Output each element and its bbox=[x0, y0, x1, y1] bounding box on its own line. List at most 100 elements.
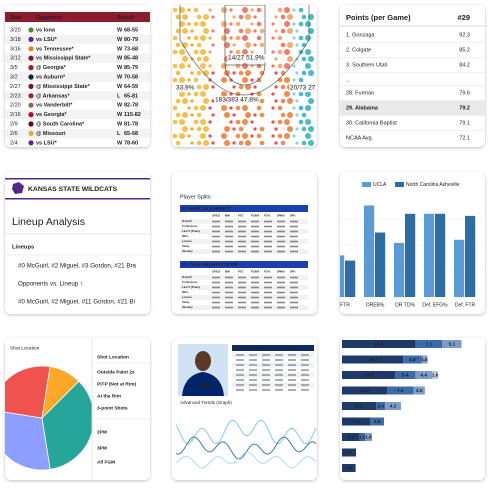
row-label: Losses bbox=[182, 295, 192, 299]
shot-dot bbox=[172, 49, 178, 55]
cell-placeholder bbox=[264, 301, 272, 304]
cell-placeholder bbox=[251, 276, 259, 279]
legend-label: North Carolina Asheville bbox=[406, 182, 460, 188]
cell-placeholder bbox=[236, 369, 244, 371]
result: W bbox=[117, 74, 123, 80]
cell-placeholder bbox=[212, 281, 220, 284]
shot-dot bbox=[238, 140, 244, 146]
shot-dot bbox=[295, 43, 299, 47]
bar bbox=[340, 255, 345, 297]
cell-placeholder bbox=[288, 374, 296, 376]
cell-placeholder bbox=[290, 306, 298, 309]
shot-dot bbox=[187, 8, 191, 12]
shot-dot bbox=[190, 141, 194, 145]
shot-dot bbox=[295, 29, 299, 33]
team: 2. Colgate bbox=[346, 47, 371, 53]
score: 73-68 bbox=[124, 46, 138, 52]
cell-placeholder bbox=[251, 301, 259, 304]
shot-dot bbox=[301, 126, 307, 132]
bar bbox=[465, 215, 476, 297]
shot-dot bbox=[196, 140, 202, 146]
shot-dot bbox=[256, 7, 262, 13]
value: 79.6 bbox=[459, 90, 470, 96]
jersey-text: DUKE bbox=[194, 384, 211, 390]
cell-placeholder bbox=[275, 369, 283, 371]
shot-dot bbox=[172, 133, 178, 139]
brand-bar-bottom bbox=[5, 198, 150, 200]
cell-placeholder bbox=[225, 225, 233, 228]
shot-dot bbox=[274, 15, 278, 19]
shot-dot bbox=[292, 8, 296, 12]
team: NCAA Avg. bbox=[346, 135, 374, 141]
shot-dot bbox=[221, 91, 227, 97]
cell-placeholder bbox=[264, 240, 272, 243]
bar-label: 2.4 bbox=[377, 404, 384, 410]
value: 72.1 bbox=[459, 135, 470, 141]
shot-dot bbox=[221, 77, 227, 83]
shot-dot bbox=[250, 134, 254, 138]
team-logo bbox=[28, 93, 34, 99]
court-lines bbox=[179, 5, 310, 96]
shot-dot bbox=[196, 14, 202, 20]
shot-dot bbox=[196, 112, 202, 118]
cell-placeholder bbox=[275, 384, 283, 386]
ranking-title: Points (per Game) bbox=[346, 13, 411, 22]
cell-placeholder bbox=[301, 364, 309, 366]
shot-dot bbox=[305, 35, 311, 41]
shot-dot bbox=[229, 8, 233, 12]
cell-placeholder bbox=[290, 286, 298, 289]
shot-dot bbox=[175, 98, 181, 104]
cell-placeholder bbox=[238, 286, 246, 289]
cell-placeholder bbox=[277, 301, 285, 304]
date: 2/16 bbox=[10, 112, 21, 118]
shot-dot bbox=[172, 35, 178, 41]
shot-dot bbox=[277, 133, 283, 139]
opponent: @ South Carolina* bbox=[36, 121, 85, 127]
result: W bbox=[117, 84, 123, 90]
shot-dot bbox=[274, 99, 278, 103]
shot-dot bbox=[179, 77, 185, 83]
cell-placeholder bbox=[212, 291, 220, 294]
shot-dot bbox=[271, 64, 275, 68]
tile: 19.4 7.1 5.1 16.2 4.8 1.6 14.0 5.4 4.4 1.6 11.9 7.0… bbox=[342, 340, 462, 472]
cell-placeholder bbox=[212, 306, 220, 309]
row-label: Wins bbox=[182, 234, 189, 238]
shot-dot bbox=[211, 71, 215, 75]
free-throw-arc bbox=[224, 64, 266, 86]
opponent: @ Mississippi State* bbox=[36, 84, 91, 90]
bar-label: 16.2 bbox=[368, 357, 378, 363]
bar-segment bbox=[415, 340, 443, 348]
shot-dot bbox=[253, 113, 257, 117]
cell-placeholder bbox=[277, 225, 285, 228]
shot-dot bbox=[200, 35, 206, 41]
zone-label: 14/27 51.9% bbox=[228, 55, 265, 62]
bar-label: 5.1 bbox=[449, 342, 456, 348]
shot-dot bbox=[193, 35, 199, 41]
shot-dot bbox=[292, 92, 296, 96]
shot-dot bbox=[305, 21, 311, 27]
date: 2/20 bbox=[10, 103, 21, 109]
shot-dot bbox=[179, 133, 185, 139]
bar-segment bbox=[442, 340, 462, 348]
shot-dot bbox=[301, 112, 307, 118]
column-header: 3P% bbox=[290, 270, 296, 274]
cell-placeholder bbox=[212, 250, 220, 253]
cell-placeholder bbox=[225, 281, 233, 284]
bar-segment bbox=[376, 402, 386, 410]
bar-label: 1.6 bbox=[421, 357, 428, 363]
shot-dot bbox=[238, 70, 244, 76]
cell-placeholder bbox=[275, 389, 283, 391]
shot-dot bbox=[211, 15, 215, 19]
shot-dot bbox=[305, 63, 311, 69]
shot-dot bbox=[175, 112, 181, 118]
shot-dot bbox=[187, 134, 191, 138]
x-tick-label: Def. FTR bbox=[455, 302, 476, 308]
x-tick-label: Def. EFG% bbox=[422, 302, 448, 308]
cell-placeholder bbox=[262, 374, 270, 376]
bar-segment bbox=[394, 371, 416, 379]
shot-dot bbox=[208, 64, 212, 68]
cell-placeholder bbox=[277, 235, 285, 238]
cell-placeholder bbox=[262, 379, 270, 381]
shot-dot bbox=[208, 50, 212, 54]
zone-label: 183/383 47.8% bbox=[215, 97, 259, 104]
